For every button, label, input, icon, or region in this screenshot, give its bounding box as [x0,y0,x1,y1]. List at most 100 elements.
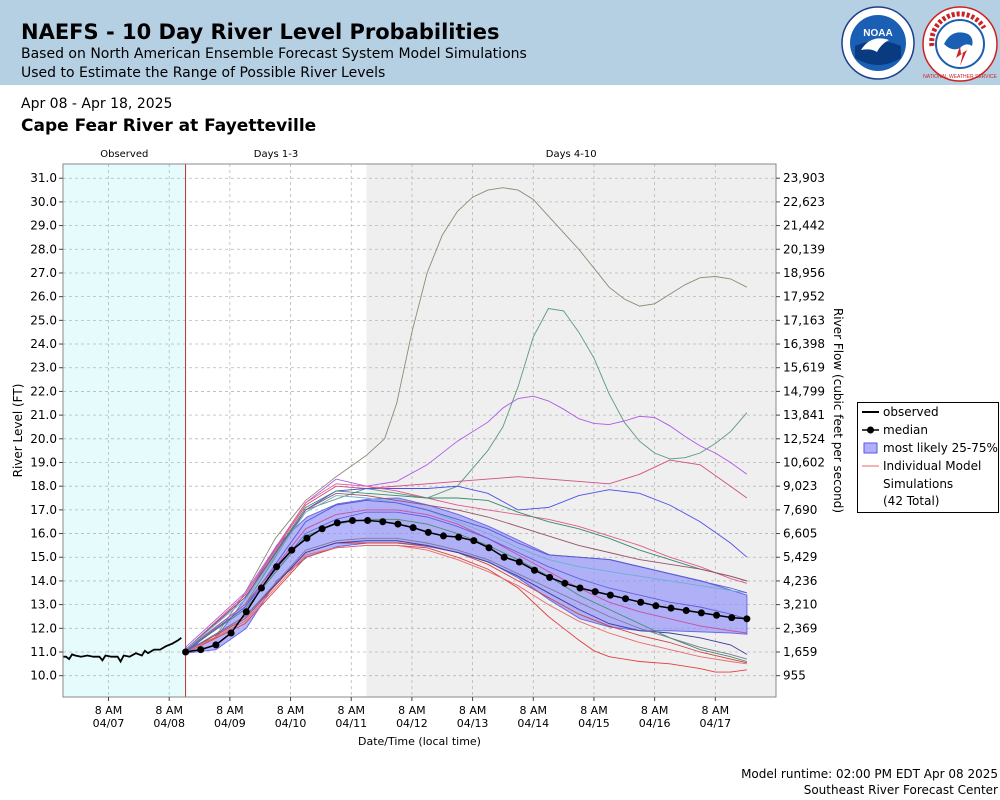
y-tick-label: 27.0 [30,266,57,280]
y2-tick-label: 21,442 [783,219,825,233]
y-tick-label: 25.0 [30,313,57,327]
y2-tick-label: 15,619 [783,361,825,375]
noaa-logo-text: NOAA [863,28,892,39]
y-tick-label: 29.0 [30,219,57,233]
subtitle-line-1: Based on North American Ensemble Forecas… [21,46,527,62]
legend-item-band: most likely 25-75% [862,440,998,456]
median-point [439,532,447,540]
y2-tick-label: 13,841 [783,408,825,422]
median-point [743,615,751,623]
median-point [500,553,508,561]
observed-line [63,637,182,664]
x-tick-label-time: 8 AM [520,704,548,717]
y2-tick-label: 12,524 [783,432,825,446]
x-tick-label-time: 8 AM [459,704,487,717]
median-point [697,609,705,617]
legend-simulations-line3: (42 Total) [883,494,940,508]
x-tick-label-time: 8 AM [641,704,669,717]
x-tick-label-date: 04/11 [335,717,367,730]
chart-legend: observed median most likely 25-75% Indiv… [857,402,999,513]
legend-median-label: median [883,423,928,437]
simulation-line-1 [185,187,748,651]
y-tick-label: 17.0 [30,503,57,517]
y2-tick-label: 10,602 [783,455,825,469]
y-tick-label: 13.0 [30,598,57,612]
legend-band-label: most likely 25-75% [883,441,998,455]
median-point [637,598,645,606]
median-point [485,544,493,552]
x-tick-label-time: 8 AM [95,704,123,717]
plot-border [62,163,777,698]
y2-tick-label: 20,139 [783,242,825,256]
median-point [212,641,220,649]
median-point [576,584,584,592]
x-tick-label-time: 8 AM [277,704,305,717]
y2-tick-label: 2,369 [783,621,817,635]
median-point [273,563,281,571]
x-tick-label-date: 04/17 [699,717,731,730]
median-point [606,591,614,599]
simulation-line-14 [185,540,748,655]
y-tick-label: 20.0 [30,432,57,446]
median-point [682,607,690,615]
median-point [348,517,356,525]
header-banner: NAEFS - 10 Day River Level Probabilities… [0,0,1000,85]
simulation-line-8 [185,492,748,650]
x-tick-label-time: 8 AM [580,704,608,717]
y2-tick-label: 5,429 [783,550,817,564]
region-days-1-3 [185,164,367,697]
x-tick-label-date: 04/10 [275,717,307,730]
y-tick-label: 22.0 [30,384,57,398]
date-range: Apr 08 - Apr 18, 2025 [21,96,173,112]
median-point [182,648,190,656]
noaa-logo: NOAA [841,6,915,80]
station-name: Cape Fear River at Fayetteville [21,116,317,136]
simulation-line-4 [185,459,748,650]
x-tick-label-time: 8 AM [337,704,365,717]
median-point [546,573,554,581]
legend-simulation-symbol [862,465,879,467]
median-point [394,520,402,528]
simulation-line-3 [185,395,748,648]
median-point [470,537,478,545]
y2-axis-title: River Flow (cubic feet per second) [831,308,845,513]
y-tick-label: 23.0 [30,361,57,375]
median-point [242,608,250,616]
x-tick-label-date: 04/09 [214,717,246,730]
y-tick-label: 18.0 [30,479,57,493]
median-point [379,518,387,526]
legend-item-simulations: Individual Model [862,458,981,474]
median-point [197,646,205,654]
simulation-line-9 [185,495,747,650]
y-tick-label: 10.0 [30,669,57,683]
y-tick-label: 11.0 [30,645,57,659]
median-point [227,629,235,637]
x-tick-label-time: 8 AM [216,704,244,717]
median-point [424,528,432,536]
y2-tick-label: 23,903 [783,171,825,185]
region-observed [63,164,186,697]
median-point [288,546,296,554]
simulation-line-6 [185,483,748,650]
band-25-75 [185,497,748,654]
median-point [257,584,265,592]
median-point [622,595,630,603]
y2-tick-label: 6,605 [783,527,817,541]
median-point [561,579,569,587]
y-tick-label: 28.0 [30,242,57,256]
y2-tick-label: 22,623 [783,195,825,209]
x-axis-title: Date/Time (local time) [358,735,481,748]
forecast-center: Southeast River Forecast Center [803,783,998,797]
y2-tick-label: 14,799 [783,384,825,398]
y2-tick-label: 18,956 [783,266,825,280]
x-tick-label-time: 8 AM [398,704,426,717]
model-runtime: Model runtime: 02:00 PM EDT Apr 08 2025 [741,767,998,781]
y2-tick-label: 1,659 [783,645,817,659]
y-tick-label: 30.0 [30,195,57,209]
x-tick-label-date: 04/08 [153,717,185,730]
x-tick-label-date: 04/12 [396,717,428,730]
y2-tick-label: 17,163 [783,313,825,327]
x-tick-label-date: 04/07 [93,717,125,730]
median-point [409,524,417,532]
median-point [318,525,326,533]
